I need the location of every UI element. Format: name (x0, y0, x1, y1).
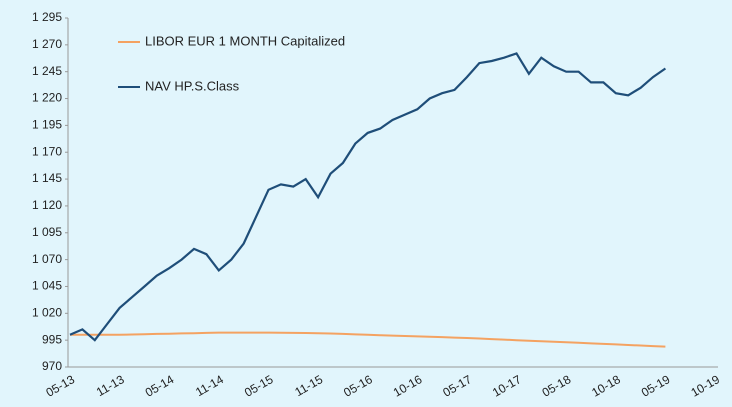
y-tick-label: 970 (42, 359, 62, 373)
y-tick-label: 995 (42, 332, 62, 346)
y-tick-label: 1 020 (32, 305, 62, 319)
y-tick-label: 1 120 (32, 198, 62, 212)
y-tick-label: 1 095 (32, 225, 62, 239)
y-tick-label: 1 220 (32, 91, 62, 105)
series-line (69, 52, 667, 342)
y-tick-label: 1 170 (32, 144, 62, 158)
legend-label: LIBOR EUR 1 MONTH Capitalized (145, 33, 345, 48)
y-tick-label: 1 270 (32, 37, 62, 51)
y-tick-label: 1 070 (32, 252, 62, 266)
y-tick-label: 1 045 (32, 279, 62, 293)
y-tick-label: 1 145 (32, 171, 62, 185)
legend-label: NAV HP.S.Class (145, 78, 240, 93)
series-line (70, 331, 666, 348)
y-tick-label: 1 245 (32, 64, 62, 78)
y-tick-label: 1 295 (32, 10, 62, 24)
y-tick-label: 1 195 (32, 118, 62, 132)
